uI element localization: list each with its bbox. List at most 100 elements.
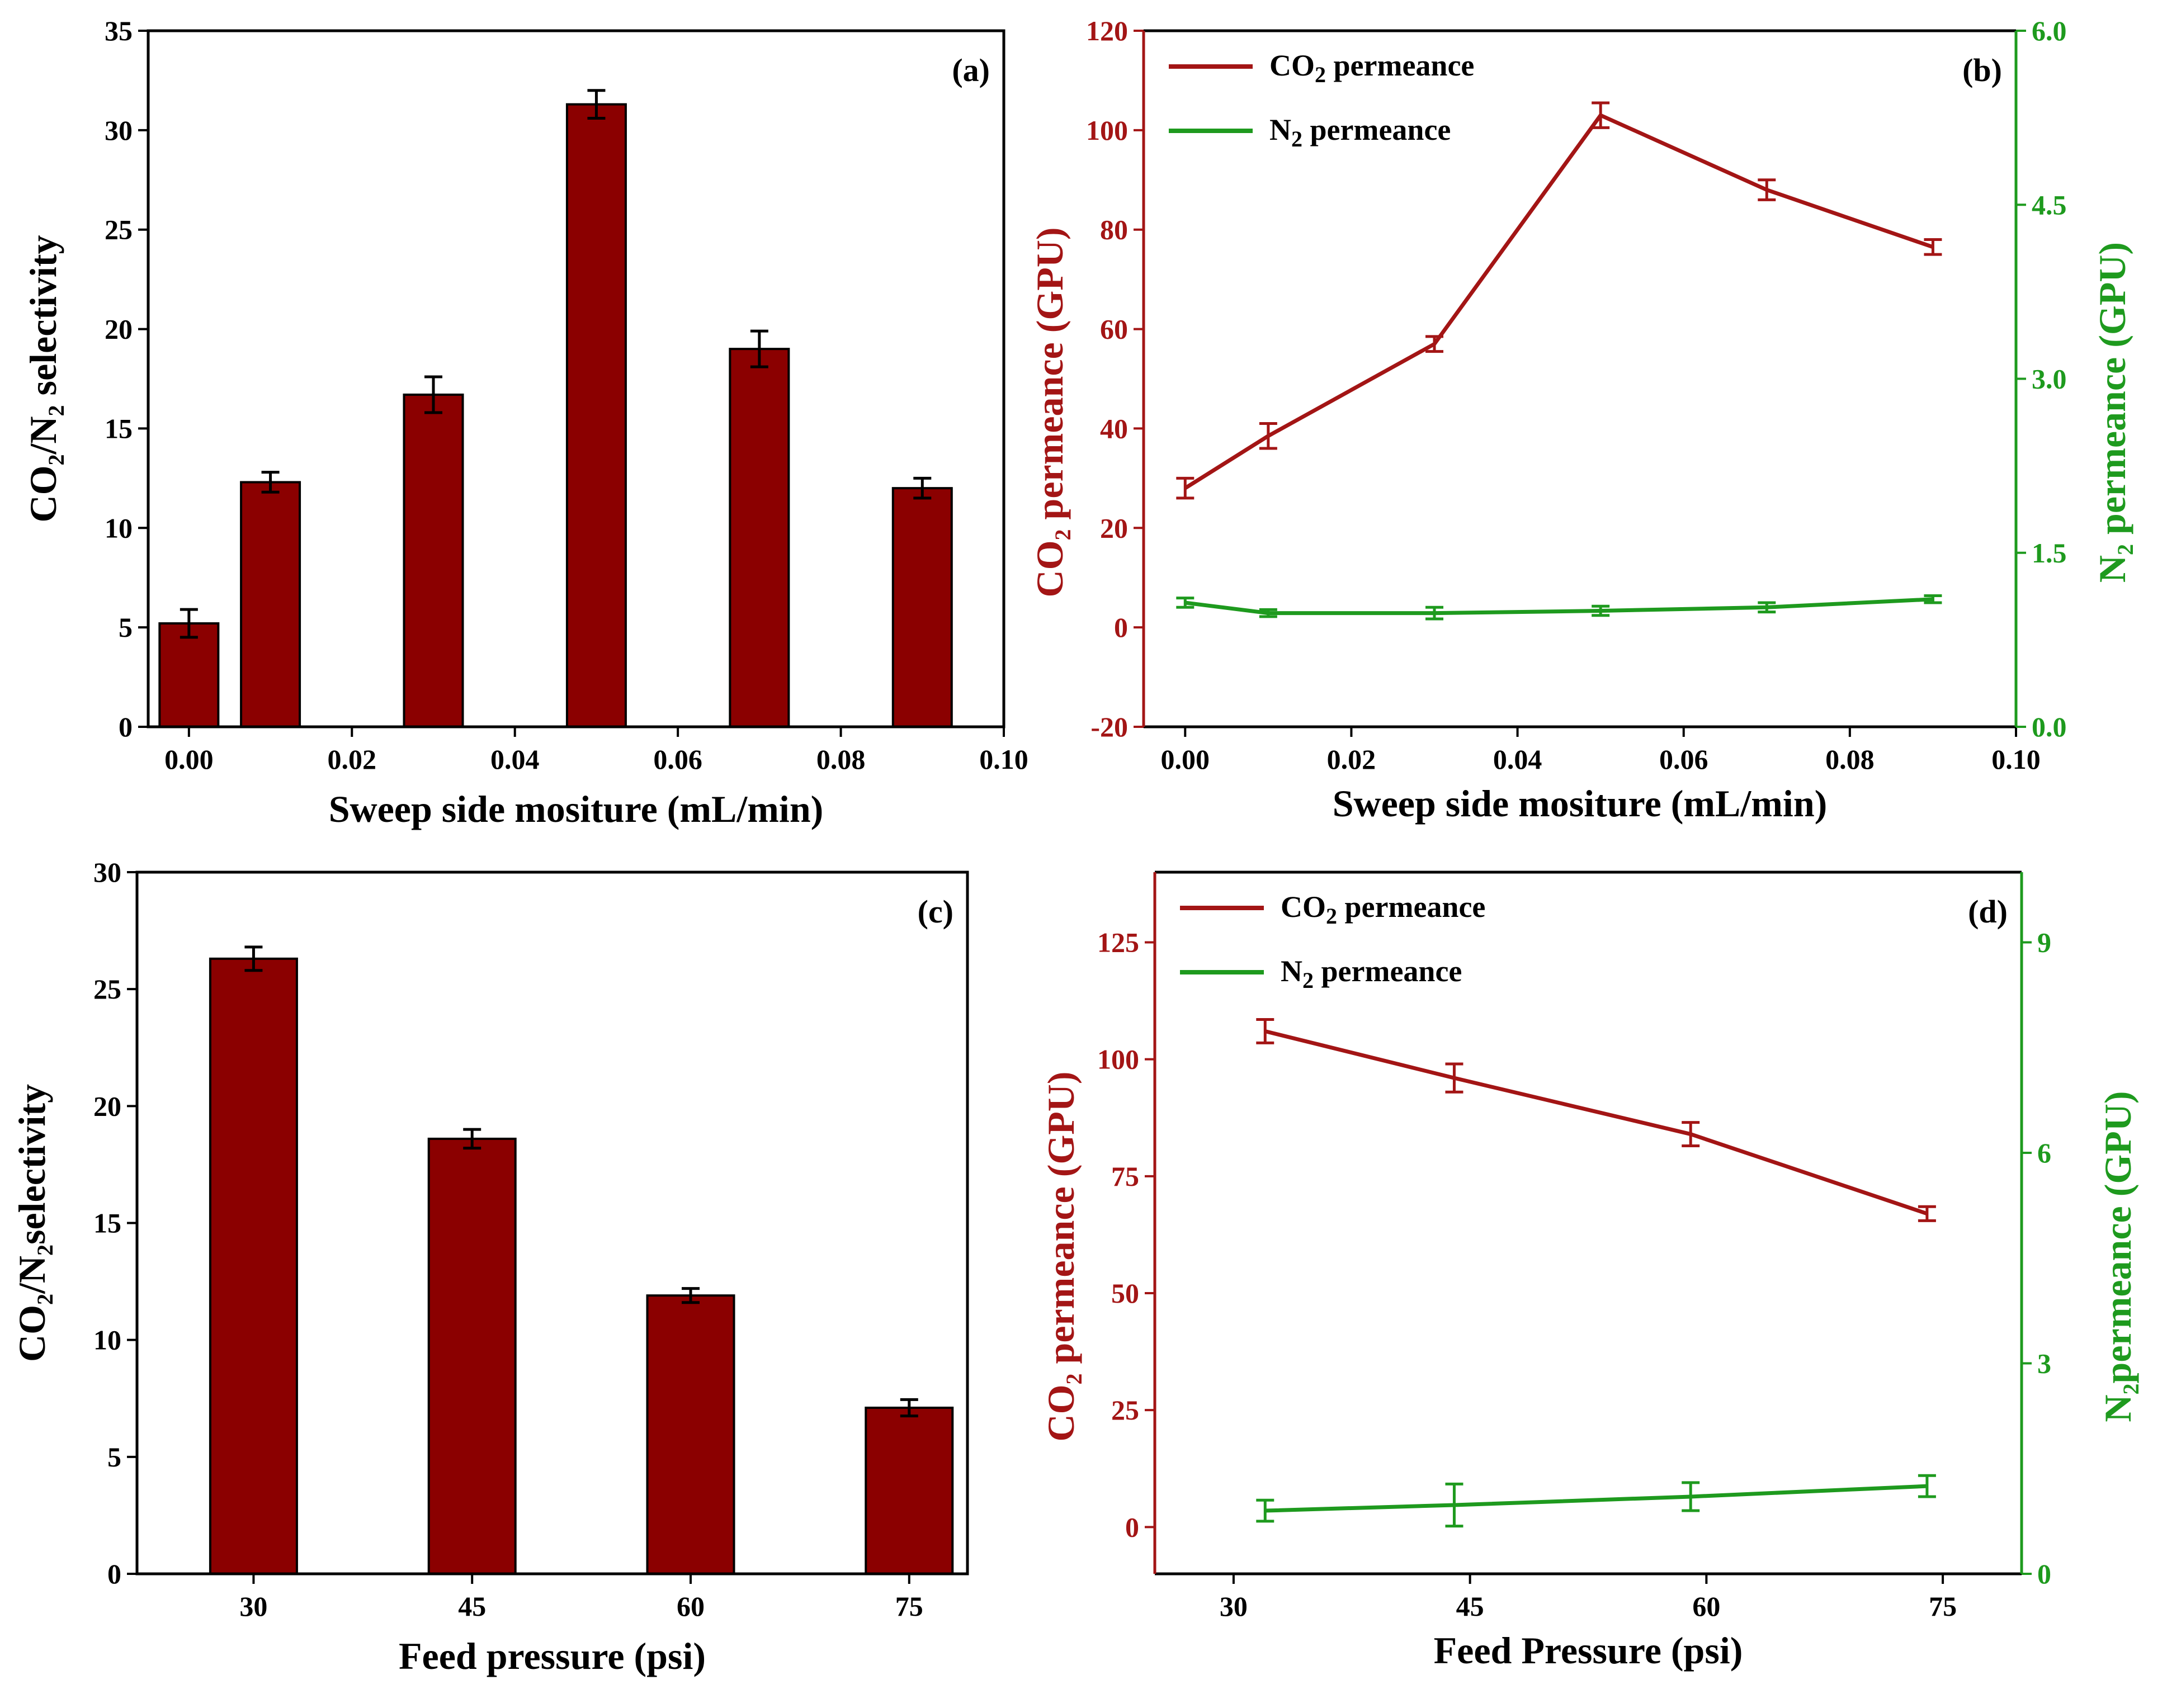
label-part: permeance (GPU) — [2097, 1091, 2139, 1383]
label-part: permeance (GPU) — [1040, 1071, 1082, 1373]
label-part: CO — [11, 1305, 53, 1362]
x-tick-label: 0.04 — [490, 744, 540, 775]
bar — [891, 487, 953, 728]
y-tick-label: 120 — [1086, 15, 1128, 46]
series-line-co2 — [1264, 1029, 1928, 1216]
y-tick-label: 10 — [105, 512, 133, 543]
x-tick-label: 45 — [458, 1591, 486, 1622]
y-tick-label: 5 — [119, 612, 133, 643]
label-part: N — [1269, 113, 1291, 146]
label-part: CO — [1269, 49, 1315, 82]
y-tick-label: 50 — [1111, 1278, 1139, 1309]
label-part: 2 — [1050, 529, 1075, 541]
y-tick-label: 5 — [107, 1441, 121, 1473]
legend-entry: N2 permeance — [1281, 954, 1462, 993]
y-tick-label: 15 — [93, 1208, 121, 1239]
label-part: /N — [11, 1256, 53, 1294]
label-part: CO — [22, 465, 64, 522]
label-part: 2 — [2118, 1383, 2144, 1394]
bar — [240, 481, 301, 728]
x-axis-label: Feed pressure (psi) — [399, 1635, 706, 1677]
label-part: CO — [1281, 890, 1326, 924]
y-tick-label: 25 — [105, 214, 133, 245]
label-part: 2 — [1302, 968, 1314, 993]
x-tick-label: 75 — [895, 1591, 923, 1622]
y2-axis-label: N2permeance (GPU) — [2097, 1091, 2144, 1422]
x-tick-label: 45 — [1456, 1591, 1484, 1622]
legend-entry: N2 permeance — [1269, 113, 1451, 152]
y-tick-label: 10 — [93, 1324, 121, 1356]
y-axis-label: CO2 permeance (GPU) — [1028, 227, 1075, 597]
x-tick-label: 0.06 — [1659, 744, 1708, 775]
label-part: selectivity — [22, 235, 64, 405]
label-part: CO — [1028, 541, 1071, 598]
y2-tick-label: 6 — [2037, 1137, 2051, 1168]
label-part: /N — [22, 416, 64, 455]
label-part: permeance (GPU) — [1028, 227, 1071, 529]
y-tick-label: -20 — [1090, 711, 1128, 742]
y-tick-label: 25 — [1111, 1394, 1139, 1426]
bar — [565, 103, 627, 728]
x-tick-label: 0.10 — [1991, 744, 2041, 775]
y-tick-label: 100 — [1097, 1044, 1139, 1075]
label-part: selectivity — [11, 1084, 53, 1245]
label-part: permeance — [1326, 49, 1474, 82]
y2-tick-label: 0.0 — [2032, 711, 2067, 742]
y-tick-label: 20 — [105, 314, 133, 345]
x-tick-label: 0.00 — [1161, 744, 1210, 775]
y2-tick-label: 6.0 — [2032, 15, 2067, 46]
y-tick-label: 60 — [1100, 314, 1128, 345]
y-tick-label: 25 — [93, 973, 121, 1005]
bar — [865, 1406, 954, 1575]
y-tick-label: 80 — [1100, 214, 1128, 245]
y2-tick-label: 3 — [2037, 1348, 2051, 1379]
label-part: permeance — [1302, 113, 1451, 146]
label-part: 2 — [44, 454, 69, 465]
x-tick-label: 0.00 — [164, 744, 214, 775]
label-part: 2 — [2113, 544, 2138, 555]
y-tick-label: 125 — [1097, 927, 1139, 958]
x-tick-label: 0.08 — [1825, 744, 1875, 775]
legend-entry: CO2 permeance — [1281, 890, 1485, 929]
x-tick-label: 0.02 — [1327, 744, 1376, 775]
x-tick-label: 30 — [239, 1591, 267, 1622]
y-axis-label: CO2 permeance (GPU) — [1040, 1071, 1087, 1441]
y-tick-label: 40 — [1100, 413, 1128, 444]
x-tick-label: 0.04 — [1493, 744, 1542, 775]
bar — [646, 1294, 735, 1575]
plot-frame-a — [147, 29, 1005, 728]
x-axis-label: Sweep side mositure (mL/min) — [329, 788, 824, 830]
panel-tag: (c) — [918, 893, 953, 930]
panel-tag: (d) — [1968, 893, 2008, 930]
y-axis-label: CO2/N2 selectivity — [22, 235, 69, 523]
panel-tag: (b) — [1962, 52, 2002, 88]
label-part: 2 — [44, 405, 69, 416]
x-tick-label: 30 — [1220, 1591, 1248, 1622]
x-axis-label: Feed Pressure (psi) — [1434, 1629, 1743, 1672]
label-part: 2 — [1326, 903, 1337, 929]
y-tick-label: 75 — [1111, 1161, 1139, 1192]
y-tick-label: 35 — [105, 15, 133, 46]
y2-tick-label: 3.0 — [2032, 363, 2067, 395]
legend-entry: CO2 permeance — [1269, 49, 1474, 87]
series-line-co2 — [1184, 113, 1934, 490]
y-tick-label: 30 — [93, 857, 121, 888]
series-line-n2 — [1184, 597, 1933, 616]
label-part: N — [1281, 954, 1302, 988]
y2-tick-label: 9 — [2037, 927, 2051, 958]
y-tick-label: 100 — [1086, 115, 1128, 146]
y2-axis-label: N2 permeance (GPU) — [2091, 242, 2138, 583]
panel-tag: (a) — [952, 52, 990, 88]
label-part: 2 — [1291, 126, 1302, 152]
x-tick-label: 60 — [677, 1591, 705, 1622]
label-part: CO — [1040, 1385, 1082, 1442]
x-tick-label: 0.02 — [328, 744, 377, 775]
bar — [403, 393, 464, 728]
y-tick-label: 0 — [107, 1558, 121, 1589]
y-tick-label: 20 — [1100, 512, 1128, 543]
x-tick-label: 0.08 — [816, 744, 866, 775]
label-part: 2 — [1315, 62, 1326, 87]
label-part: permeance — [1314, 954, 1462, 988]
series-line-n2 — [1265, 1484, 1928, 1513]
